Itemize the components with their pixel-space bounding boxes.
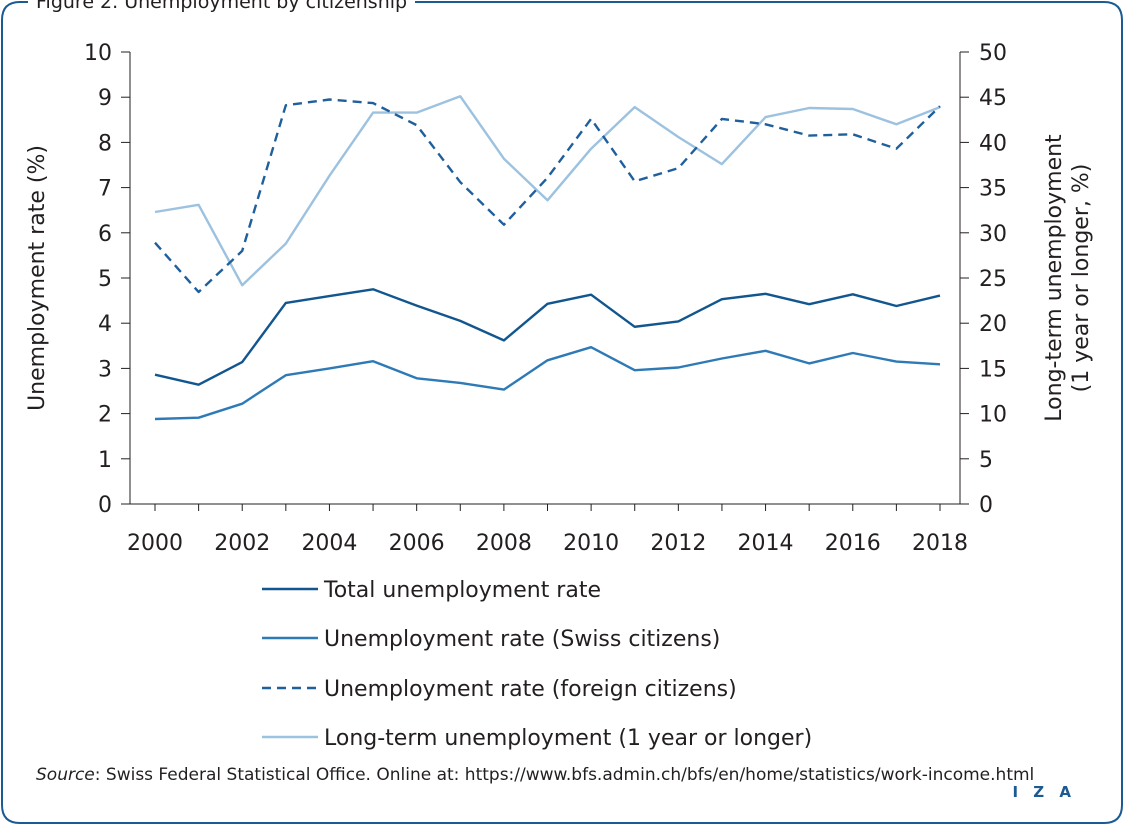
y2-axis-label-line2: (1 year or longer, %): [1069, 164, 1094, 393]
x-tick-label: 2004: [301, 531, 357, 556]
chart-series: [154, 95, 941, 421]
x-tick-label: 2006: [389, 531, 445, 556]
left-tick-label: 10: [84, 41, 112, 66]
x-tick-label: 2002: [214, 531, 270, 556]
x-tick-label: 2012: [650, 531, 706, 556]
right-tick-label: 20: [979, 312, 1007, 337]
left-tick-label: 3: [98, 357, 112, 382]
series-line-swiss: [154, 346, 941, 421]
chart-legend: Total unemployment rate Unemployment rate…: [262, 578, 812, 751]
legend-label-foreign: Unemployment rate (foreign citizens): [324, 677, 737, 702]
right-tick-label: 50: [979, 41, 1007, 66]
x-tick-label: 2010: [563, 531, 619, 556]
source-label: Source: [36, 765, 95, 785]
iza-logo: I Z A: [1012, 783, 1076, 801]
right-tick-label: 10: [979, 403, 1007, 428]
right-tick-label: 45: [979, 86, 1007, 111]
y-axis-label: Unemployment rate (%): [25, 145, 50, 411]
y2-axis-label-line1: Long-term unemployment: [1042, 134, 1067, 422]
left-tick-label: 0: [98, 493, 112, 518]
left-tick-label: 2: [98, 403, 112, 428]
x-tick-label: 2008: [476, 531, 532, 556]
left-tick-label: 5: [98, 267, 112, 292]
source-text: : Swiss Federal Statistical Office. Onli…: [94, 765, 1035, 785]
left-tick-label: 7: [98, 177, 112, 202]
figure-title: Figure 2. Unemployment by citizenship: [28, 0, 416, 13]
x-tick-label: 2016: [825, 531, 881, 556]
legend-label-total: Total unemployment rate: [323, 578, 601, 603]
x-tick-label: 2018: [912, 531, 968, 556]
series-line-foreign: [154, 98, 941, 294]
left-tick-label: 4: [98, 312, 112, 337]
x-tick-label: 2014: [738, 531, 794, 556]
right-tick-label: 35: [979, 177, 1007, 202]
right-tick-label: 25: [979, 267, 1007, 292]
right-tick-label: 40: [979, 131, 1007, 156]
left-tick-label: 9: [98, 86, 112, 111]
legend-label-long-term: Long-term unemployment (1 year or longer…: [324, 726, 812, 751]
left-tick-label: 1: [98, 448, 112, 473]
right-tick-label: 30: [979, 222, 1007, 247]
x-tick-label: 2000: [127, 531, 183, 556]
series-line-long-term: [154, 95, 941, 287]
series-line-total: [154, 288, 941, 386]
right-tick-label: 5: [979, 448, 993, 473]
left-tick-label: 8: [98, 131, 112, 156]
legend-label-swiss: Unemployment rate (Swiss citizens): [324, 627, 720, 652]
right-tick-label: 0: [979, 493, 993, 518]
left-tick-label: 6: [98, 222, 112, 247]
right-tick-label: 15: [979, 357, 1007, 382]
source-note: Source: Swiss Federal Statistical Office…: [36, 765, 1034, 785]
